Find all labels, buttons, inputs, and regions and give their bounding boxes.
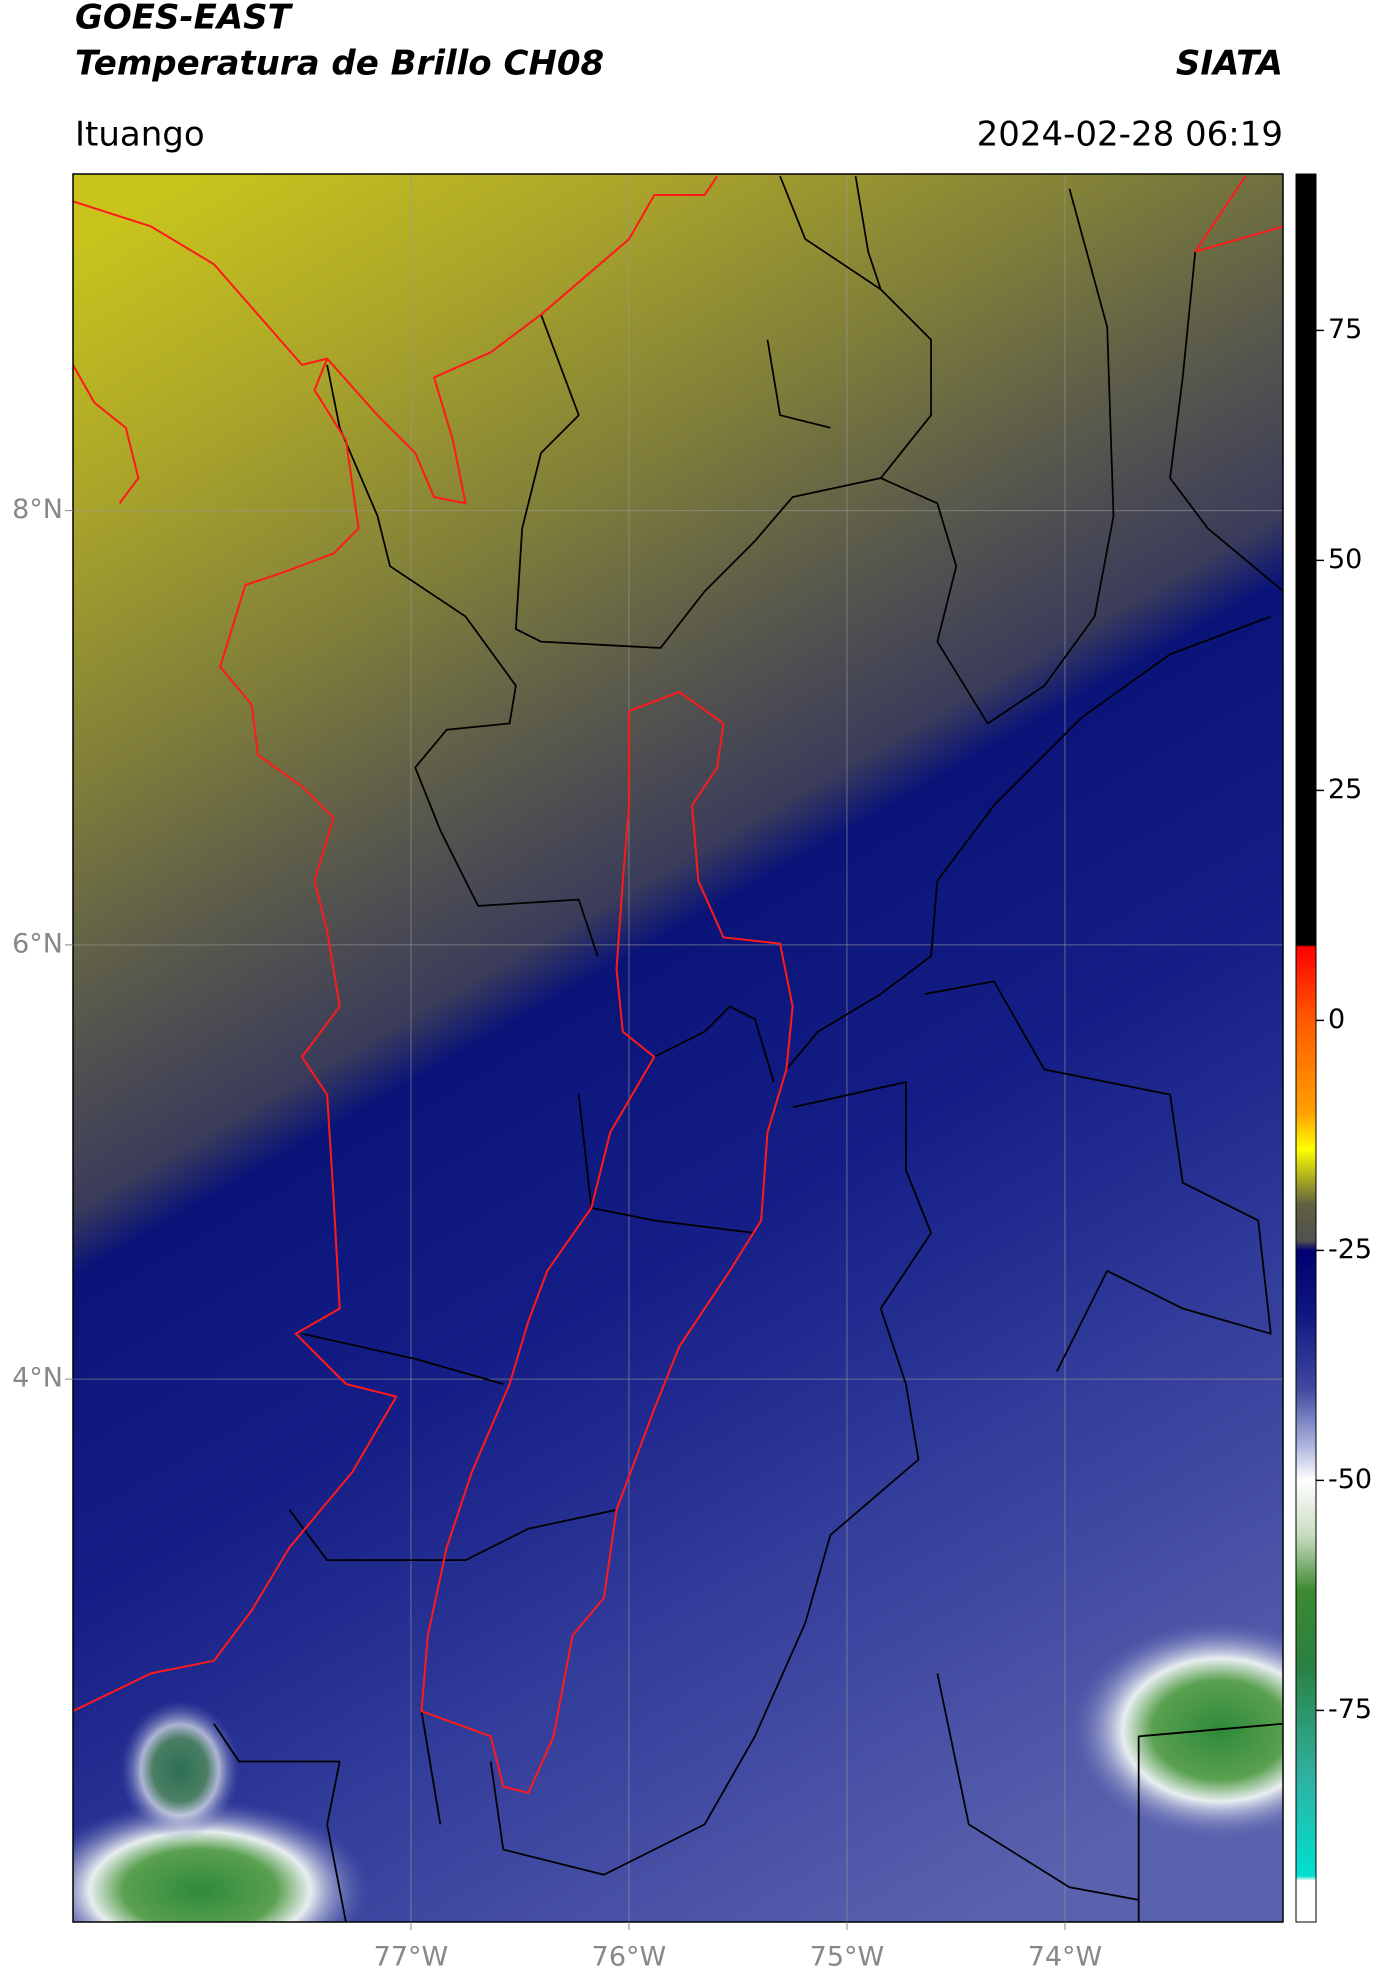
- colorbar-tick-label: -75: [1328, 1694, 1372, 1725]
- cold-cloud: [73, 1800, 370, 1922]
- map-field: [73, 174, 1283, 1922]
- brand: SIATA: [1176, 44, 1283, 84]
- colorbar: [1295, 173, 1317, 1923]
- colorbar-tick-label: -25: [1328, 1234, 1372, 1265]
- colorbar-tick-label: 75: [1328, 314, 1362, 345]
- colorbar-tick-label: -50: [1328, 1464, 1372, 1495]
- location: Ituango: [75, 115, 205, 155]
- grid: [73, 174, 1283, 1922]
- y-tick-label: 4°N: [12, 1363, 63, 1394]
- borders: [73, 175, 1283, 1922]
- colorbar-tick-label: 0: [1328, 1004, 1345, 1035]
- colorbar-tick-label: 25: [1328, 774, 1362, 805]
- x-tick-label: 74°W: [1028, 1942, 1103, 1973]
- colorbar-tick-label: 50: [1328, 544, 1362, 575]
- map-frame: [72, 173, 1284, 1923]
- x-tick-label: 77°W: [374, 1942, 449, 1973]
- y-tick-label: 6°N: [12, 928, 63, 959]
- cold-cloud: [1070, 1620, 1283, 1840]
- x-tick-label: 75°W: [810, 1942, 885, 1973]
- datetime: 2024-02-28 06:19: [977, 115, 1283, 155]
- subtitle: Temperatura de Brillo CH08: [75, 44, 604, 84]
- y-tick-label: 8°N: [12, 494, 63, 525]
- title: GOES-EAST: [75, 0, 294, 38]
- cold-cloud: [120, 1700, 240, 1840]
- temperature-field: [73, 174, 1283, 1922]
- x-tick-label: 76°W: [592, 1942, 667, 1973]
